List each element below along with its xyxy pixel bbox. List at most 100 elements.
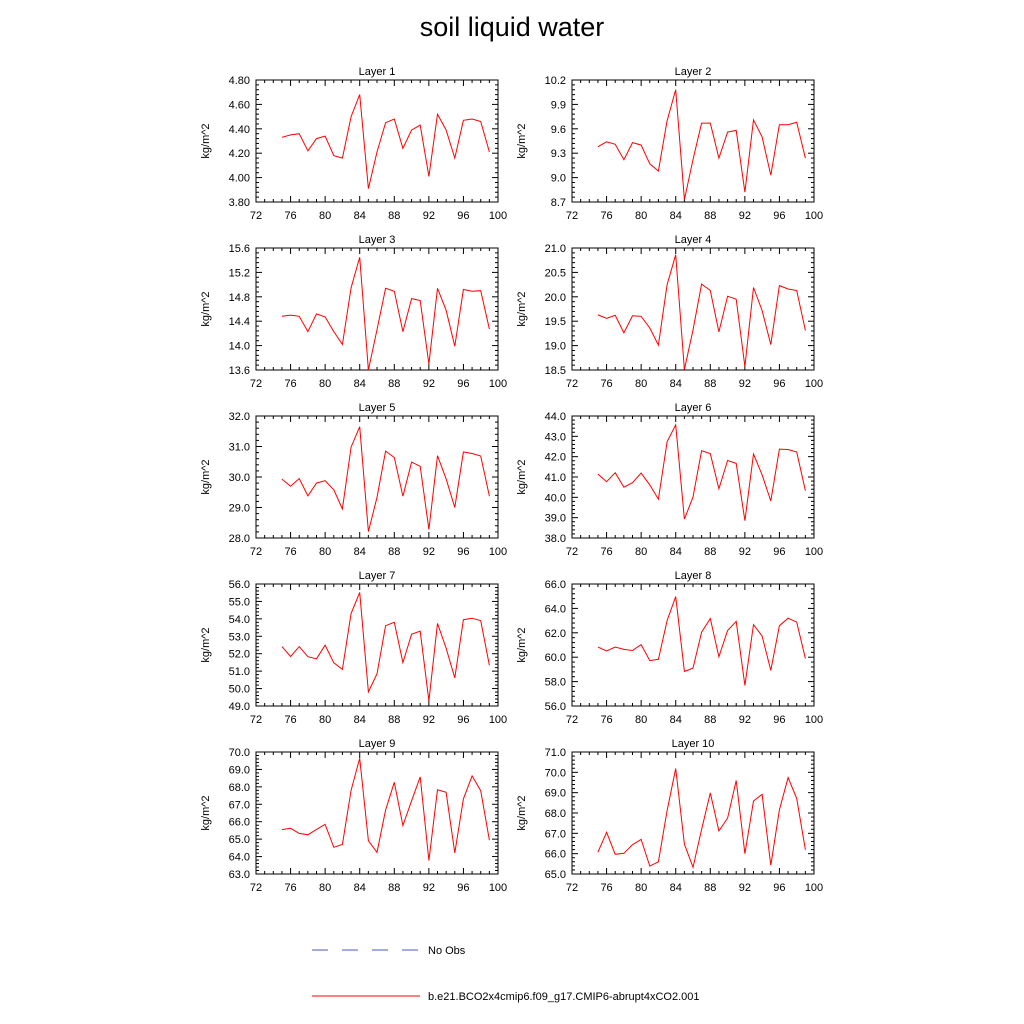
y-tick-label: 56.0 — [229, 579, 250, 591]
y-tick-label: 19.5 — [545, 316, 566, 328]
x-tick-label: 72 — [566, 210, 578, 222]
panel-layer-6: Layer 6 kg/m^2 72 76 80 84 88 92 96 100 38.0 39.0 40… — [516, 402, 823, 558]
x-tick-label: 100 — [489, 714, 507, 726]
x-tick-label: 100 — [489, 546, 507, 558]
y-tick-label: 31.0 — [229, 442, 250, 454]
panel-title: Layer 4 — [675, 234, 712, 246]
x-tick-label: 88 — [704, 714, 716, 726]
y-tick-label: 64.0 — [229, 852, 250, 864]
y-tick-label: 71.0 — [545, 747, 566, 759]
y-tick-label: 55.0 — [229, 596, 250, 608]
y-tick-label: 68.0 — [545, 808, 566, 820]
x-tick-label: 92 — [423, 546, 435, 558]
y-tick-label: 68.0 — [229, 782, 250, 794]
x-tick-label: 76 — [600, 546, 612, 558]
plot-frame — [571, 583, 815, 707]
y-tick-label: 66.0 — [545, 849, 566, 861]
x-tick-label: 80 — [319, 210, 331, 222]
y-tick-label: 19.0 — [545, 341, 566, 353]
x-tick-label: 80 — [319, 714, 331, 726]
plot-frame — [255, 79, 499, 203]
y-tick-label: 42.0 — [545, 452, 566, 464]
y-axis-label: kg/m^2 — [200, 291, 212, 326]
y-tick-label: 66.0 — [545, 579, 566, 591]
panel-title: Layer 9 — [359, 738, 396, 750]
plot-frame — [255, 415, 499, 539]
panel-title: Layer 10 — [672, 738, 715, 750]
series-line — [281, 426, 490, 532]
plot-frame — [255, 247, 499, 371]
x-tick-label: 88 — [388, 714, 400, 726]
y-axis-label: kg/m^2 — [516, 123, 528, 158]
series-line — [597, 768, 806, 870]
panel-layer-7: Layer 7 kg/m^2 72 76 80 84 88 92 96 100 49.0 50.0 51… — [200, 570, 507, 726]
x-tick-label: 80 — [635, 882, 647, 894]
x-tick-label: 100 — [805, 210, 823, 222]
y-tick-label: 14.8 — [229, 292, 250, 304]
x-tick-label: 100 — [805, 378, 823, 390]
panel-layer-1: Layer 1 kg/m^2 72 76 80 84 88 92 96 100 3.80 4.00 4.… — [200, 66, 507, 222]
series-line — [597, 596, 806, 686]
plot-frame — [571, 751, 815, 875]
x-tick-label: 76 — [600, 378, 612, 390]
series-line — [281, 257, 490, 371]
y-tick-label: 58.0 — [545, 677, 566, 689]
panel-layer-2: Layer 2 kg/m^2 72 76 80 84 88 92 96 100 8.7 9.0 9.3 9… — [516, 66, 823, 222]
y-tick-label: 65.0 — [545, 869, 566, 881]
y-tick-label: 14.0 — [229, 341, 250, 353]
x-tick-label: 92 — [423, 210, 435, 222]
panel-layer-4: Layer 4 kg/m^2 72 76 80 84 88 92 96 100 18.5 19.0 19… — [516, 234, 823, 390]
y-tick-label: 69.0 — [229, 764, 250, 776]
y-tick-label: 9.3 — [551, 148, 566, 160]
x-tick-label: 92 — [423, 882, 435, 894]
panel-layer-8: Layer 8 kg/m^2 72 76 80 84 88 92 96 100 56.0 58.0 60… — [516, 570, 823, 726]
y-tick-label: 43.0 — [545, 431, 566, 443]
y-tick-label: 18.5 — [545, 365, 566, 377]
x-tick-label: 92 — [739, 210, 751, 222]
y-tick-label: 50.0 — [229, 684, 250, 696]
y-tick-label: 4.80 — [229, 75, 250, 87]
x-tick-label: 76 — [284, 210, 296, 222]
y-tick-label: 54.0 — [229, 614, 250, 626]
y-tick-label: 14.4 — [229, 316, 250, 328]
y-axis-label: kg/m^2 — [516, 291, 528, 326]
y-tick-label: 4.40 — [229, 124, 250, 136]
y-tick-label: 8.7 — [551, 197, 566, 209]
y-tick-label: 66.0 — [229, 817, 250, 829]
y-tick-label: 60.0 — [545, 652, 566, 664]
y-tick-label: 56.0 — [545, 701, 566, 713]
y-tick-label: 63.0 — [229, 869, 250, 881]
x-tick-label: 72 — [250, 546, 262, 558]
y-tick-label: 69.0 — [545, 788, 566, 800]
y-tick-label: 70.0 — [229, 747, 250, 759]
series-line — [281, 758, 490, 861]
x-tick-label: 72 — [566, 714, 578, 726]
y-tick-label: 9.6 — [551, 124, 566, 136]
y-tick-label: 49.0 — [229, 701, 250, 713]
y-tick-label: 41.0 — [545, 472, 566, 484]
x-tick-label: 84 — [354, 546, 366, 558]
x-tick-label: 100 — [805, 882, 823, 894]
x-tick-label: 84 — [354, 210, 366, 222]
series-line — [281, 94, 490, 189]
plot-frame — [255, 751, 499, 875]
x-tick-label: 80 — [319, 546, 331, 558]
x-tick-label: 96 — [773, 882, 785, 894]
x-tick-label: 88 — [388, 882, 400, 894]
x-tick-label: 72 — [250, 210, 262, 222]
y-tick-label: 32.0 — [229, 411, 250, 423]
x-tick-label: 80 — [635, 546, 647, 558]
plot-frame — [571, 415, 815, 539]
x-tick-label: 88 — [704, 882, 716, 894]
y-tick-label: 39.0 — [545, 513, 566, 525]
panel-title: Layer 5 — [359, 402, 396, 414]
x-tick-label: 72 — [250, 882, 262, 894]
x-tick-label: 84 — [354, 714, 366, 726]
x-tick-label: 96 — [773, 714, 785, 726]
x-tick-label: 76 — [600, 714, 612, 726]
x-tick-label: 88 — [388, 546, 400, 558]
panel-title: Layer 7 — [359, 570, 396, 582]
y-tick-label: 38.0 — [545, 533, 566, 545]
panel-title: Layer 2 — [675, 66, 712, 78]
